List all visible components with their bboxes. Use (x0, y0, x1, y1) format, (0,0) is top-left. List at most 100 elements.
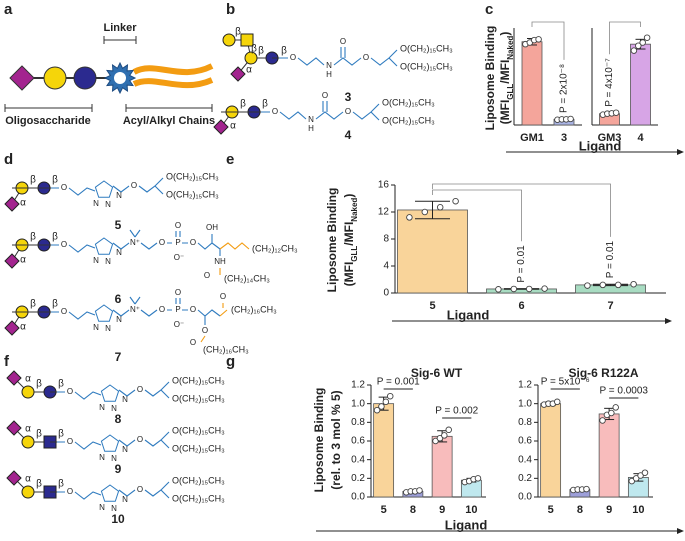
y-tick-label: 0.0 (518, 492, 532, 503)
chain-label: O(CH₂)₁₅CH₃ (172, 393, 225, 403)
bar (540, 403, 562, 498)
linkage-label: β (240, 99, 246, 110)
triazole-ring (94, 237, 114, 255)
atom-label: O (137, 385, 143, 394)
atom-label: O (159, 238, 165, 247)
data-point (441, 432, 448, 439)
linker (279, 47, 398, 67)
significance-label: P = 0.001 (377, 377, 420, 388)
y-tick-label: 8 (383, 234, 389, 245)
y-axis-label-part: /MFI (498, 60, 512, 84)
linkage-label: β (52, 232, 58, 243)
chain-label: O(CH₂)₁₅CH₃ (172, 425, 225, 435)
x-tick-label: 9 (439, 504, 445, 516)
atom-label: N (111, 404, 117, 413)
linkage-label: β (251, 44, 257, 55)
y-axis-label: Liposome Binding (312, 388, 326, 493)
chain-label: O(CH₂)₁₅CH₃ (382, 115, 435, 125)
atom-label: NH (214, 257, 226, 266)
atom-label: N (105, 324, 111, 333)
linkage-label: β (30, 175, 36, 186)
x-tick-label: 10 (632, 504, 644, 516)
x-tick-label: 10 (465, 504, 477, 516)
x-tick-label: 5 (381, 504, 387, 516)
linkage-label: β (52, 175, 58, 186)
atom-label: N (122, 395, 128, 404)
atom-label: O (190, 238, 196, 247)
linkage-label: α (20, 198, 26, 209)
atom-label: N (93, 199, 99, 208)
atom-label: O (61, 307, 67, 316)
y-tick-label: 0.8 (351, 417, 365, 428)
glucose-symbol (73, 66, 97, 90)
lipid-bond (219, 242, 250, 275)
linker (57, 381, 170, 400)
sugar-symbol (240, 33, 254, 47)
linkage-label: β (58, 379, 64, 390)
data-point (436, 204, 444, 211)
y-axis-label-part: (MFI (498, 100, 512, 125)
chart-title: Sig-6 R122A (568, 366, 638, 380)
atom-label: N (105, 200, 111, 209)
atom-label: O⁻ (174, 253, 184, 262)
y-axis-label-part: (rel. to 3 mol % 5) (329, 390, 343, 489)
linkage-label: β (58, 429, 64, 440)
linker-center (114, 72, 126, 84)
atom-label: O (175, 288, 181, 297)
linkage-label: α (230, 121, 236, 132)
y-axis-label: (rel. to 3 mol % 5) (329, 390, 343, 489)
atom-label: H (308, 124, 314, 133)
linkage-label: α (25, 374, 31, 385)
y-tick-label: 1.2 (518, 380, 532, 391)
chain-label: O(CH₂)₁₅CH₃ (172, 443, 225, 453)
sugar-symbol (6, 370, 22, 386)
panel-label: d (4, 151, 13, 168)
atom-label: O (61, 240, 67, 249)
lipid-chains (132, 63, 214, 89)
y-tick-label: 0.2 (518, 473, 532, 484)
arrowhead (677, 149, 684, 155)
linkage-label: β (58, 479, 64, 490)
data-point (474, 475, 482, 482)
linker (51, 229, 221, 256)
atom-label: O (131, 181, 137, 190)
atom-label: N (116, 191, 122, 200)
data-point (641, 469, 649, 476)
y-axis-label-part: Naked (350, 198, 359, 222)
atom-label: N (99, 403, 105, 412)
linker (51, 177, 164, 196)
bar (598, 413, 620, 498)
compound-number: 9 (115, 462, 122, 476)
sugar-symbol (244, 51, 258, 65)
triazole-ring (100, 484, 120, 502)
compound-number: 8 (115, 412, 122, 426)
sugar-symbol (222, 33, 236, 47)
y-tick-label: 16 (378, 180, 390, 191)
chain-label: O(CH₂)₁₅CH₃ (172, 375, 225, 385)
triazole-ring (94, 180, 114, 198)
y-axis-label-part: GLL (506, 84, 515, 100)
x-tick-label: 4 (637, 132, 644, 144)
data-point (406, 214, 413, 221)
compound-number: 7 (115, 350, 122, 364)
atom-label: N⁺ (130, 238, 140, 247)
chain-label: O(CH₂)₁₅CH₃ (166, 189, 219, 199)
bar (397, 209, 468, 294)
y-axis-label: Liposome Binding (483, 26, 497, 131)
atom-label: N (326, 61, 332, 70)
chain-label: O(CH₂)₁₅CH₃ (166, 171, 219, 181)
atom-label: O (220, 292, 226, 301)
data-point (553, 398, 561, 406)
y-axis-label: Liposome Binding (325, 188, 339, 293)
atom-label: N⁺ (130, 305, 140, 314)
data-point (386, 392, 394, 400)
significance-bracket (609, 21, 641, 55)
bar (373, 403, 395, 498)
significance-label: P = 0.0003 (600, 386, 649, 397)
linkage-label: α (25, 424, 31, 435)
atom-label: N (93, 256, 99, 265)
atom-label: N (99, 503, 105, 512)
